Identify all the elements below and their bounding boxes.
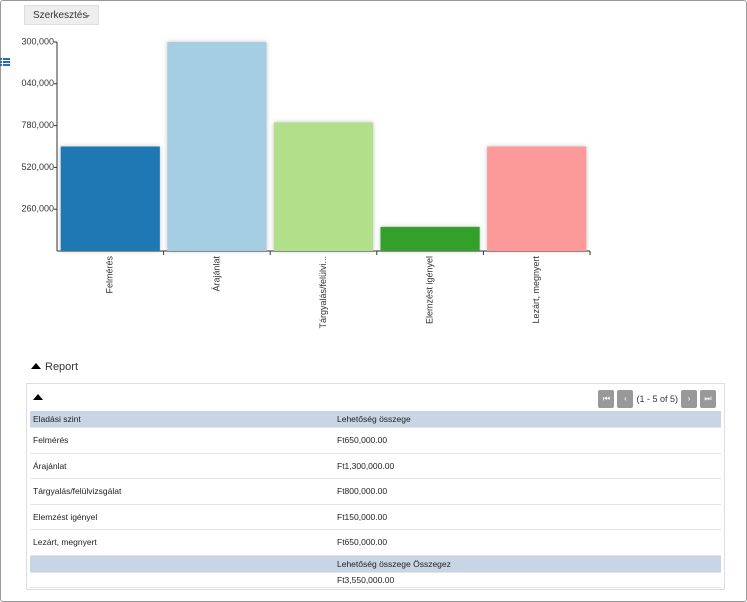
y-tick-label: 260,000 [21, 204, 54, 214]
x-tick-label: Elemzést igényel [424, 256, 434, 324]
cell: Árajánlat [30, 453, 334, 479]
collapse-icon[interactable] [33, 394, 43, 400]
report-table: Eladási szint Lehetőség összege Felmérés F… [30, 411, 721, 588]
column-header: Eladási szint [30, 411, 334, 428]
cell: Ft800,000.00 [334, 478, 721, 505]
next-page[interactable]: › [681, 390, 697, 408]
cell: Tárgyalás/felülvizsgálat [30, 478, 334, 505]
cell: Ft650,000.00 [334, 427, 721, 454]
bar [273, 122, 374, 251]
first-page[interactable]: ⏮ [598, 390, 615, 408]
y-tick-label: 040,000 [21, 78, 54, 88]
x-tick-label: Felmérés [105, 256, 115, 294]
bar [167, 42, 267, 251]
column-header: Lehetőség összege [334, 411, 721, 428]
list-icon[interactable] [0, 58, 10, 66]
last-page[interactable]: ⏭ [700, 390, 716, 408]
edit-dropdown[interactable]: Szerkesztés [24, 5, 99, 25]
cell: Lezárt, megnyert [30, 529, 334, 556]
y-tick-label: 300,000 [21, 36, 54, 46]
cell: Elemzést igényel [30, 504, 334, 530]
cell: Felmérés [30, 427, 334, 454]
chart: 260,000 520,000 780,000 040,000 300,000 Felmé… [0, 36, 591, 329]
y-tick-label: 780,000 [21, 120, 54, 130]
report-header[interactable]: Report [31, 361, 78, 373]
bar [380, 226, 480, 251]
bar [487, 146, 587, 251]
bar [60, 146, 160, 251]
summary-label: Lehetőség összege Összegez [334, 555, 721, 573]
cell: Ft1,300,000.00 [334, 453, 721, 479]
report-panel: ⏮ ‹ (1 - 5 of 5) › ⏭ Eladási szint Lehető… [26, 383, 725, 590]
x-tick-label: Árajánlat [211, 256, 221, 292]
x-tick-label: Tárgyalás/felülvi... [318, 256, 328, 329]
pager-text: (1 - 5 of 5) [636, 394, 678, 404]
y-tick-label: 520,000 [21, 162, 54, 172]
cell [30, 572, 334, 588]
cell: Ft650,000.00 [334, 529, 721, 556]
prev-page[interactable]: ‹ [617, 390, 634, 408]
cell [30, 555, 334, 573]
cell: Ft150,000.00 [334, 504, 721, 530]
summary-value: Ft3,550,000.00 [334, 572, 721, 588]
x-tick-label: Lezárt, megnyert [531, 256, 541, 324]
pager: ⏮ ‹ (1 - 5 of 5) › ⏭ [598, 390, 716, 408]
report-title: Report [45, 361, 79, 373]
